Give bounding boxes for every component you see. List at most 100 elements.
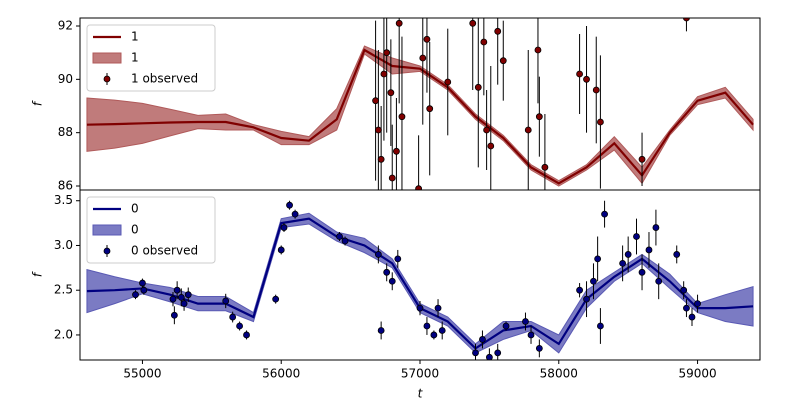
observed-point [341, 237, 349, 245]
observed-point [277, 246, 285, 254]
legend-label: 0 [131, 202, 139, 216]
observed-point [502, 322, 510, 330]
observed-point [423, 35, 431, 43]
observed-point [394, 255, 402, 263]
observed-point [487, 142, 495, 150]
observed-point [480, 38, 488, 46]
observed-point [483, 126, 491, 134]
observed-point [423, 322, 431, 330]
observed-point [398, 113, 406, 121]
legend-box [86, 196, 216, 264]
y-tick-label: 2.5 [54, 283, 73, 297]
observed-point [576, 70, 583, 78]
observed-point [173, 286, 181, 294]
observed-point [694, 300, 701, 308]
observed-point [377, 327, 385, 334]
observed-point [434, 304, 442, 312]
observed-point [180, 300, 188, 308]
observed-point [426, 105, 434, 113]
observed-point [683, 304, 690, 312]
legend-marker [103, 247, 111, 255]
observed-point [372, 97, 379, 105]
observed-point [132, 291, 139, 299]
observed-point [619, 259, 627, 267]
y-tick-label: 3.0 [54, 238, 73, 252]
observed-point [380, 70, 388, 78]
plot-area [86, 18, 754, 190]
legend-label: 1 [131, 30, 139, 44]
observed-point [624, 251, 632, 258]
observed-point [576, 286, 583, 294]
y-axis-label: f [31, 100, 45, 106]
observed-point [419, 54, 427, 62]
observed-point [170, 311, 178, 319]
observed-point [388, 277, 396, 285]
observed-point [592, 86, 600, 94]
observed-point [494, 349, 502, 357]
observed-point [590, 277, 597, 285]
plot-area [86, 200, 754, 360]
observed-point [652, 224, 660, 231]
observed-point [638, 155, 646, 163]
observed-point [583, 75, 590, 83]
observed-point [222, 297, 230, 305]
observed-point [655, 277, 663, 285]
y-tick-label: 88 [58, 125, 73, 139]
legend-label: 1 [131, 51, 139, 65]
observed-point [395, 19, 403, 27]
observed-point [184, 291, 192, 299]
observed-point [683, 18, 690, 22]
observed-point [535, 344, 543, 352]
observed-point [229, 313, 237, 321]
observed-point [522, 318, 529, 325]
observed-point [534, 46, 542, 54]
observed-point [541, 163, 549, 171]
legend-label: 0 observed [131, 244, 198, 258]
y-axis-label: f [31, 271, 45, 277]
observed-point [472, 349, 479, 357]
observed-point [272, 295, 280, 303]
observed-point [494, 27, 502, 35]
y-tick-label: 90 [58, 72, 73, 86]
observed-point [638, 268, 646, 276]
observed-point [633, 233, 640, 240]
legend-marker [103, 75, 111, 83]
observed-point [680, 286, 688, 294]
observed-point [485, 353, 493, 360]
observed-point [594, 255, 602, 263]
legend-patch [92, 52, 122, 64]
confidence-band [86, 45, 754, 187]
observed-point [430, 331, 438, 339]
observed-point [479, 336, 486, 343]
observed-point [583, 295, 590, 303]
observed-point [280, 224, 288, 231]
x-tick-label: 56000 [262, 367, 300, 381]
observed-point [177, 293, 185, 301]
observed-point [139, 279, 146, 287]
observed-point [374, 126, 382, 134]
legend-label: 1 observed [131, 72, 198, 86]
observed-point [416, 304, 424, 312]
x-tick-label: 55000 [123, 367, 161, 381]
observed-point [236, 322, 243, 330]
observed-point [383, 49, 391, 57]
observed-point [415, 185, 423, 190]
x-tick-label: 57000 [401, 367, 439, 381]
observed-point [527, 331, 535, 339]
observed-point [140, 286, 148, 294]
observed-point [597, 322, 604, 330]
legend-box [86, 24, 216, 92]
observed-point [388, 174, 396, 182]
observed-point [387, 89, 395, 97]
y-tick-label: 3.5 [54, 193, 73, 207]
observed-point [524, 126, 532, 134]
y-tick-label: 86 [58, 179, 73, 193]
observed-point [601, 210, 608, 218]
observed-point [286, 201, 293, 209]
observed-point [597, 118, 604, 126]
observed-point [499, 57, 507, 65]
observed-point [469, 19, 477, 27]
observed-point [474, 83, 482, 91]
legend-patch [92, 224, 122, 236]
